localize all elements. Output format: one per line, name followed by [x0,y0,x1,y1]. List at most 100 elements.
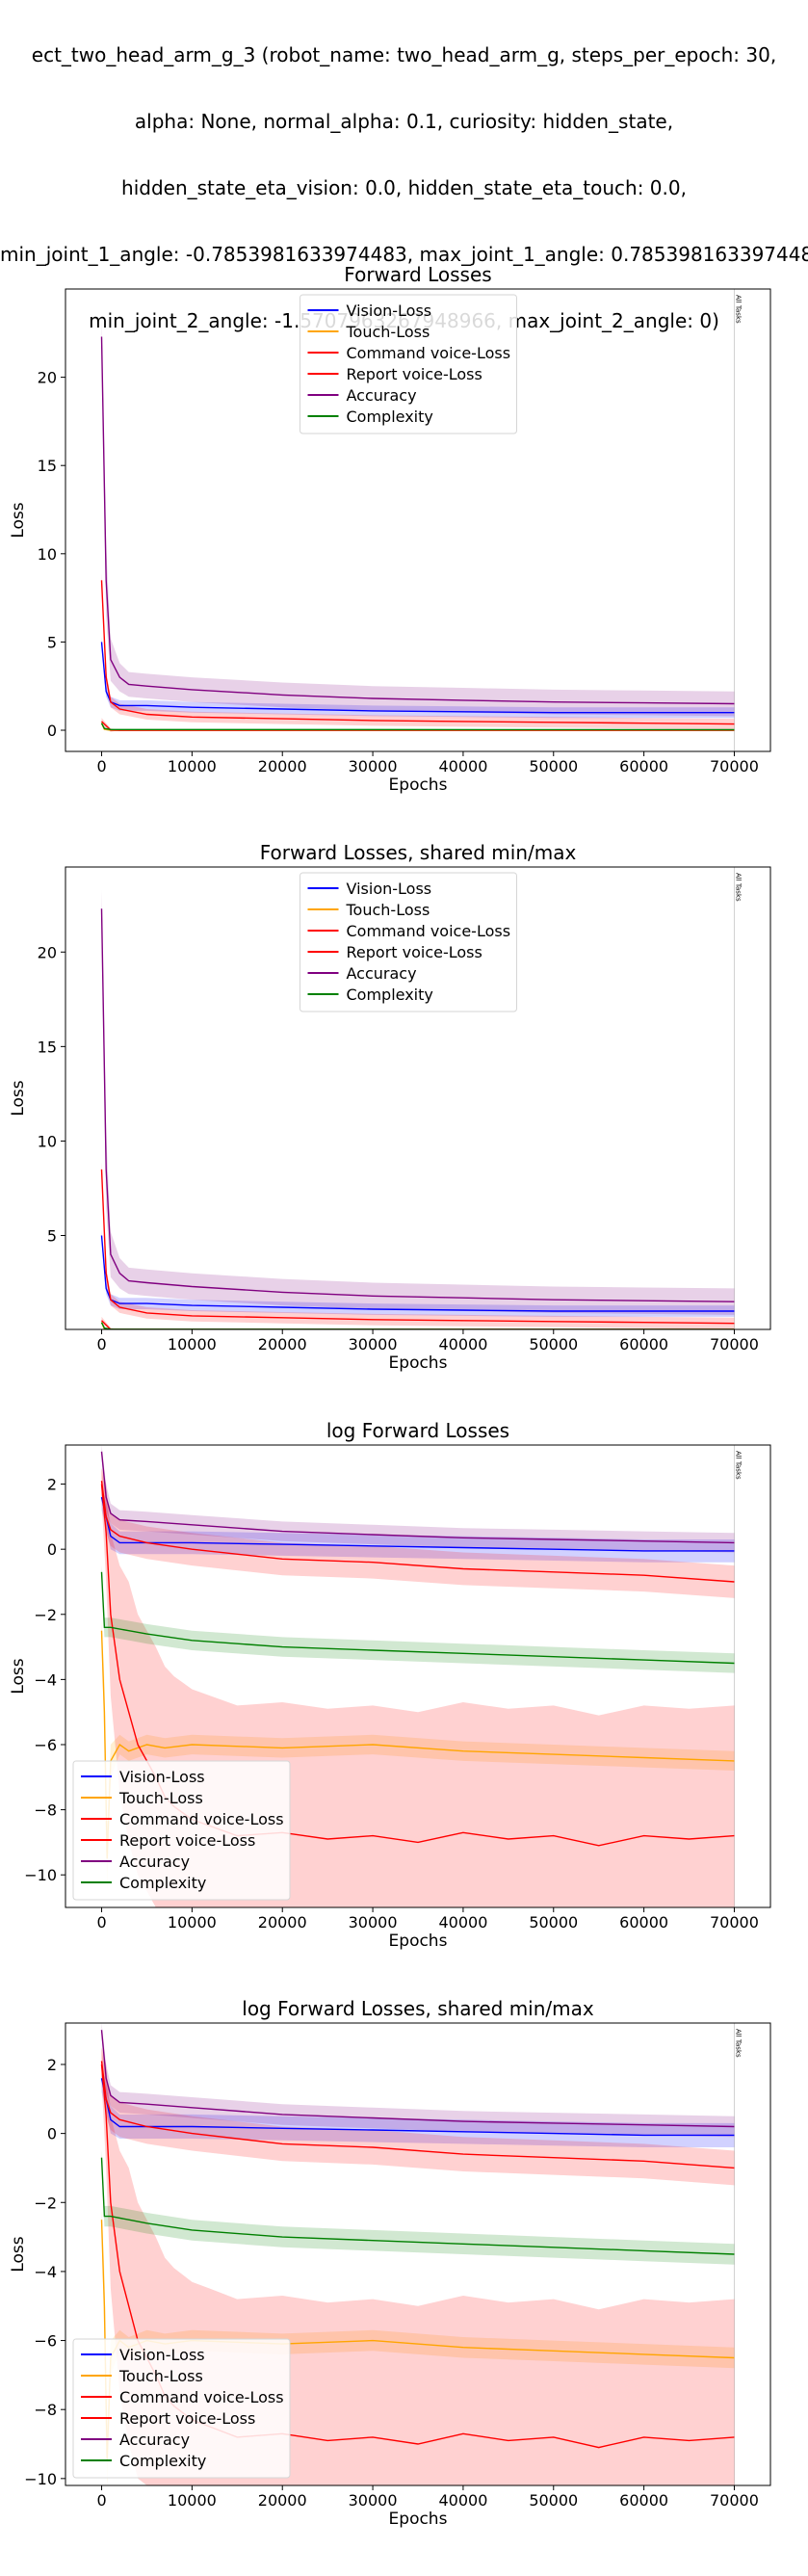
x-tick-label: 10000 [168,2491,217,2510]
legend-label-vision-loss: Vision-Loss [119,1768,205,1786]
x-tick-label: 40000 [438,2491,487,2510]
line-accuracy [100,2030,735,2128]
y-tick-label: −2 [34,2194,57,2212]
band-vision-loss [101,636,735,719]
legend-label-accuracy: Accuracy [119,2431,190,2449]
x-tick-label: 20000 [258,1335,307,1354]
x-tick-label: 40000 [438,1913,487,1932]
y-tick-label: −6 [34,1736,57,1754]
y-tick-label: −2 [34,1606,57,1624]
band-complexity [101,1565,735,1673]
y-tick-label: 15 [38,457,57,475]
legend-label-command-voice-loss: Command voice-Loss [119,2388,284,2406]
band-command-voice-loss [101,1162,735,1329]
legend-label-touch-loss: Touch-Loss [346,901,430,919]
legend-label-report-voice-loss: Report voice-Loss [347,365,482,383]
plot-area [100,289,735,751]
y-tick-label: 20 [38,943,57,961]
legend-label-command-voice-loss: Command voice-Loss [347,344,511,362]
y-tick-label: 15 [38,1038,57,1056]
legend-label-touch-loss: Touch-Loss [118,1789,203,1807]
line-command-voice-loss [100,1481,735,1583]
y-tick-label: −4 [34,1670,57,1689]
chart-title: Forward Losses, shared min/max [260,841,577,864]
line-complexity [100,723,735,731]
legend-box [300,294,517,434]
band-accuracy [101,1445,735,1553]
y-tick-label: 5 [47,633,57,651]
y-axis-label: Loss [9,1658,28,1694]
legend-label-vision-loss: Vision-Loss [347,880,432,898]
x-tick-label: 30000 [349,2491,398,2510]
y-tick-label: 2 [47,2056,57,2074]
x-tick-label: 70000 [710,2491,759,2510]
y-tick-label: 10 [38,1132,57,1150]
y-axis-label: Loss [9,1080,28,1116]
line-command-voice-loss [100,2061,735,2169]
y-axis-label: Loss [9,502,28,538]
legend-label-touch-loss: Touch-Loss [346,323,430,341]
x-axis-label: Epochs [389,775,448,795]
band-complexity [101,2150,735,2265]
x-axis-label: Epochs [389,1932,448,1951]
x-tick-label: 50000 [529,1913,578,1932]
band-command-voice-loss [101,2047,735,2186]
legend: Vision-Loss Touch-Loss Command voice-Loss R… [300,294,517,434]
band-command-voice-loss [101,573,735,730]
suptitle-line: min_joint_1_angle: -0.7853981633974483, … [0,243,808,266]
chart-title: log Forward Losses [326,1419,509,1442]
band-vision-loss [101,2064,735,2147]
y-tick-label: −4 [34,2263,57,2281]
y-tick-label: −10 [24,1866,57,1884]
y-tick-label: 0 [47,722,57,740]
legend-label-report-voice-loss: Report voice-Loss [347,943,482,961]
legend-label-accuracy: Accuracy [119,1853,190,1871]
line-complexity [100,1571,735,1665]
x-tick-label: 60000 [619,1913,668,1932]
legend-box [72,2338,291,2479]
x-tick-label: 30000 [349,1913,398,1932]
x-tick-label: 0 [96,2491,106,2510]
all-tasks-label: All Tasks [734,1451,742,1480]
legend-label-complexity: Complexity [347,986,433,1004]
line-vision-loss [100,1496,735,1552]
x-tick-label: 20000 [258,2491,307,2510]
band-command-voice-loss [101,1467,735,1598]
x-tick-label: 30000 [349,1335,398,1354]
x-tick-label: 40000 [438,757,487,775]
y-tick-label: 0 [47,1540,57,1559]
x-tick-label: 10000 [168,757,217,775]
x-tick-label: 20000 [258,1913,307,1932]
x-tick-label: 30000 [349,757,398,775]
legend-label-vision-loss: Vision-Loss [119,2346,205,2364]
legend-label-command-voice-loss: Command voice-Loss [119,1810,284,1828]
y-tick-label: 2 [47,1476,57,1494]
y-axis-label: Loss [9,2236,28,2272]
y-tick-label: 10 [38,545,57,564]
legend: Vision-Loss Touch-Loss Command voice-Loss R… [72,2338,291,2479]
y-tick-label: −6 [34,2332,57,2351]
plot-frame [65,1444,771,1908]
y-tick-label: −8 [34,1801,57,1820]
band-vision-loss [101,1484,735,1563]
legend-label-touch-loss: Touch-Loss [118,2367,203,2385]
x-tick-label: 60000 [619,2491,668,2510]
x-tick-label: 40000 [438,1335,487,1354]
x-tick-label: 0 [96,757,106,775]
plot-frame [65,2022,771,2486]
all-tasks-label: All Tasks [734,2029,742,2058]
chart-panel-forward-losses: Forward Losses All Tasks 0 10000 20000 30000 4… [0,260,808,838]
x-tick-label: 50000 [529,1335,578,1354]
x-tick-label: 10000 [168,1335,217,1354]
x-tick-label: 0 [96,1913,106,1932]
band-vision-loss [101,1229,735,1317]
line-accuracy [100,1451,735,1544]
chart-title: log Forward Losses, shared min/max [242,1997,594,2020]
chart-panel-log-forward-losses: log Forward Losses All Tasks 0 10000 20000 30… [0,1416,808,1994]
suptitle-line: alpha: None, normal_alpha: 0.1, curiosit… [134,110,674,133]
chart-panel-log-forward-losses-shared: log Forward Losses, shared min/max All Ta… [0,1994,808,2572]
x-tick-label: 50000 [529,757,578,775]
x-tick-label: 70000 [710,1913,759,1932]
legend-label-report-voice-loss: Report voice-Loss [119,2409,255,2428]
chart-log-forward-losses: log Forward Losses All Tasks 0 10000 20000 30… [9,1419,771,1951]
